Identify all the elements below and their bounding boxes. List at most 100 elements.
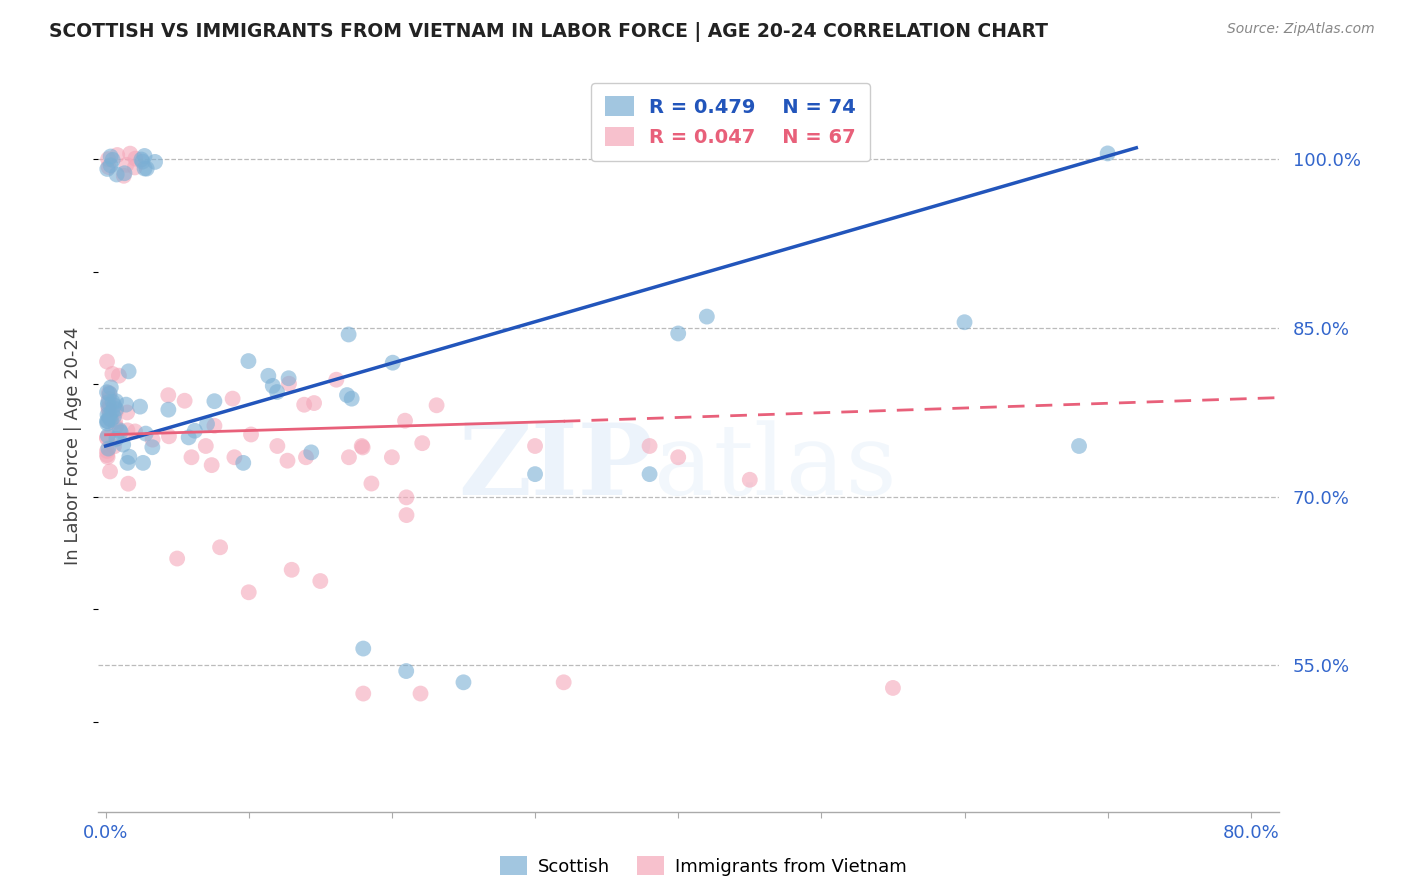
Point (96, 161, 118, 176)
Point (120, 146, 142, 161)
Point (166, 551, 188, 566)
Point (98, 411, 121, 425)
Point (360, 476, 382, 491)
Point (96, 431, 118, 445)
Text: atlas: atlas (654, 420, 896, 516)
Point (638, 467, 661, 482)
Point (142, 433, 165, 447)
Point (157, 402, 180, 417)
Point (101, 404, 124, 418)
Point (194, 439, 217, 453)
Point (114, 166, 136, 180)
Point (98, 465, 121, 479)
Point (124, 161, 146, 175)
Point (157, 429, 180, 443)
Point (325, 373, 347, 387)
Y-axis label: In Labor Force | Age 20-24: In Labor Force | Age 20-24 (65, 326, 83, 566)
Point (124, 425, 146, 439)
Point (278, 376, 301, 391)
Point (395, 491, 418, 505)
Point (299, 445, 322, 459)
Point (666, 450, 689, 465)
Point (98, 408, 121, 422)
Text: Source: ZipAtlas.com: Source: ZipAtlas.com (1227, 22, 1375, 37)
Point (453, 675, 475, 690)
Point (97, 395, 120, 409)
Text: SCOTTISH VS IMMIGRANTS FROM VIETNAM IN LABOR FORCE | AGE 20-24 CORRELATION CHART: SCOTTISH VS IMMIGRANTS FROM VIETNAM IN L… (49, 22, 1049, 42)
Point (112, 169, 135, 183)
Point (96, 385, 118, 400)
Point (350, 439, 373, 453)
Point (177, 430, 200, 444)
Point (101, 395, 124, 409)
Point (738, 473, 761, 487)
Point (173, 393, 195, 408)
Point (96, 354, 118, 368)
Point (266, 384, 288, 399)
Point (103, 398, 125, 412)
Point (97, 450, 120, 464)
Point (97, 152, 120, 166)
Point (257, 368, 280, 383)
Point (209, 541, 232, 555)
Point (96, 417, 118, 431)
Point (134, 161, 156, 176)
Point (105, 148, 128, 162)
Point (309, 574, 332, 588)
Point (124, 152, 146, 166)
Point (96, 444, 118, 458)
Point (276, 453, 298, 467)
Point (381, 356, 404, 370)
Point (112, 437, 135, 451)
Point (131, 153, 153, 167)
Point (105, 168, 128, 182)
Point (141, 440, 163, 454)
Point (134, 149, 156, 163)
Point (104, 404, 127, 418)
Point (184, 424, 207, 438)
Legend: Scottish, Immigrants from Vietnam: Scottish, Immigrants from Vietnam (492, 849, 914, 883)
Legend: R = 0.479    N = 74, R = 0.047    N = 67: R = 0.479 N = 74, R = 0.047 N = 67 (591, 83, 870, 161)
Point (110, 425, 132, 440)
Point (117, 476, 139, 491)
Point (277, 371, 299, 385)
Point (204, 418, 226, 433)
Point (409, 687, 432, 701)
Point (696, 310, 718, 324)
Point (953, 315, 976, 329)
Point (224, 450, 246, 465)
Point (108, 423, 131, 437)
Point (262, 379, 284, 393)
Point (100, 149, 122, 163)
Point (238, 354, 260, 368)
Point (96, 408, 118, 422)
Point (1097, 146, 1119, 161)
Point (295, 450, 318, 465)
Point (280, 563, 302, 577)
Point (117, 423, 139, 437)
Point (104, 419, 127, 434)
Point (337, 327, 360, 342)
Point (101, 367, 124, 381)
Point (100, 380, 122, 394)
Point (118, 450, 141, 464)
Point (104, 415, 127, 429)
Point (411, 436, 433, 450)
Point (129, 400, 152, 414)
Point (135, 426, 157, 441)
Point (201, 458, 224, 472)
Point (292, 398, 315, 412)
Point (266, 439, 288, 453)
Point (96, 414, 118, 428)
Point (100, 413, 122, 427)
Point (195, 417, 218, 431)
Point (97, 403, 120, 417)
Point (108, 368, 131, 383)
Point (96, 414, 118, 428)
Point (105, 394, 128, 409)
Point (395, 508, 418, 522)
Point (302, 396, 325, 410)
Point (96, 448, 118, 462)
Point (240, 427, 263, 442)
Point (115, 405, 138, 419)
